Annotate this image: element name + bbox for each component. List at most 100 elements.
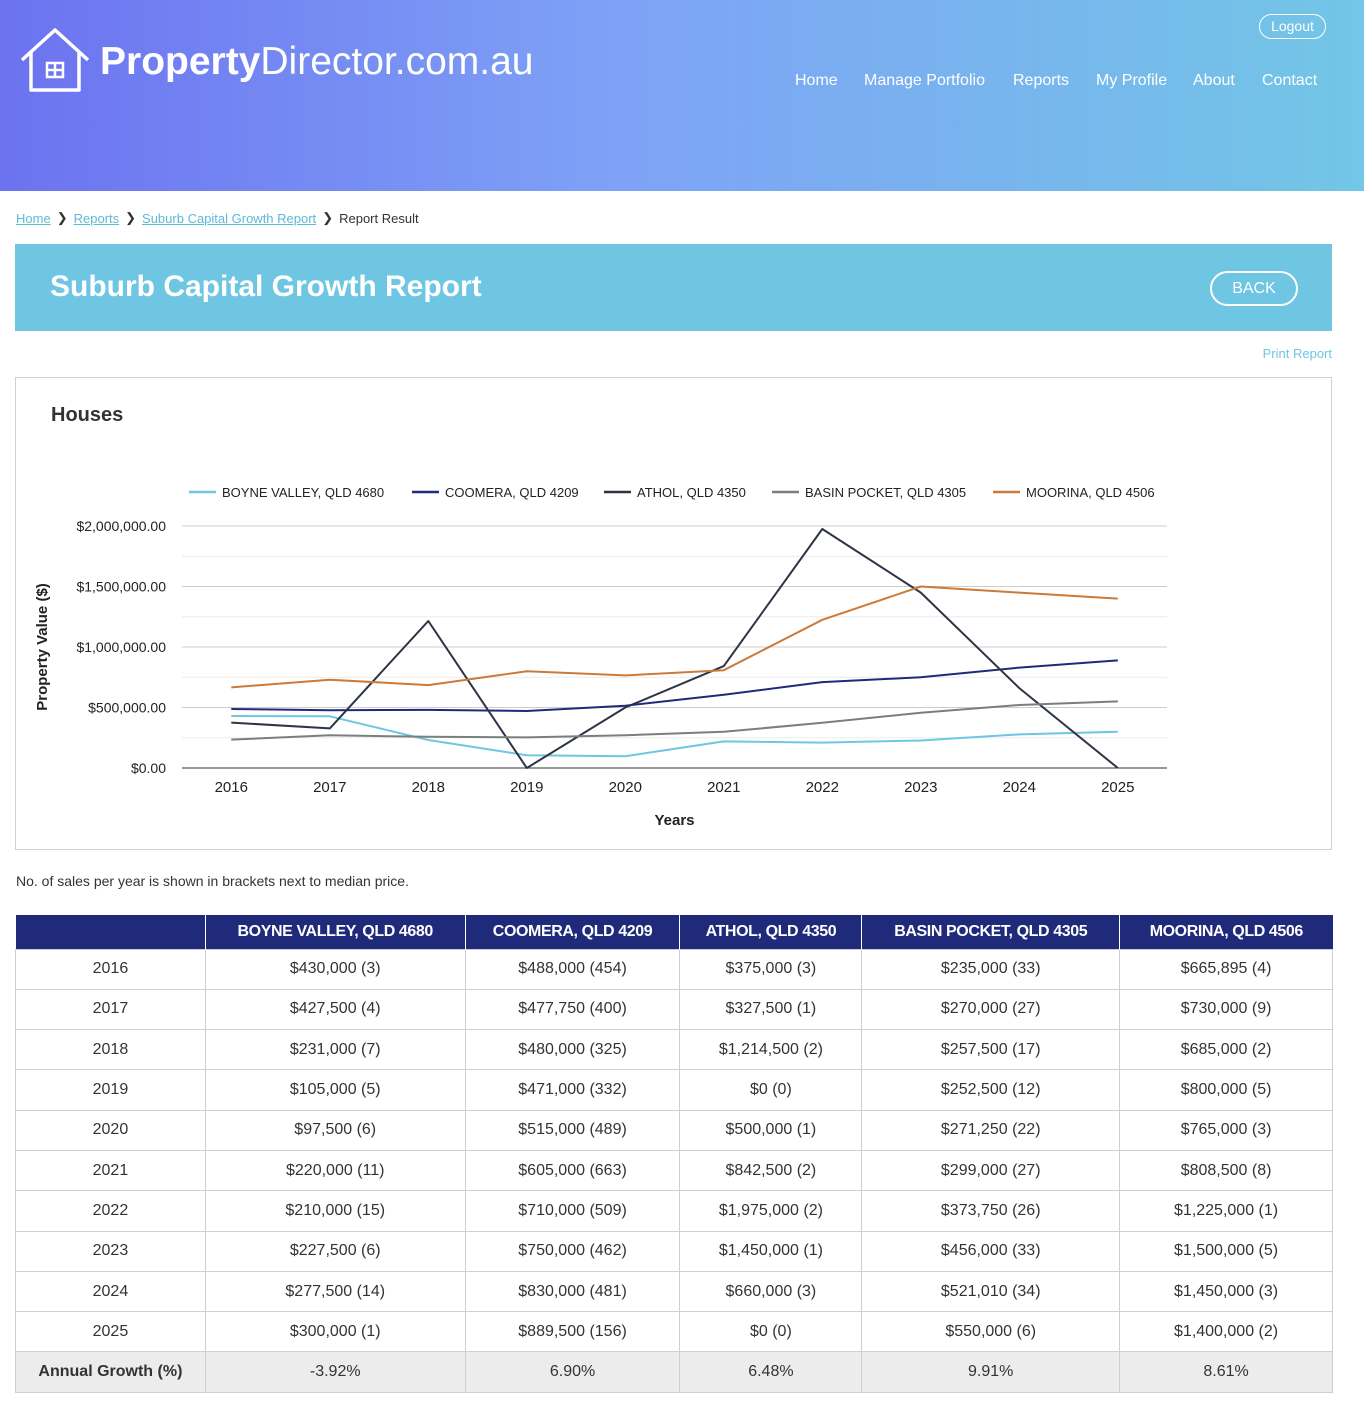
table-cell-value: $227,500 (6) xyxy=(204,1230,466,1272)
table-cell-value: $1,500,000 (5) xyxy=(1119,1230,1333,1272)
table-cell-value: $605,000 (663) xyxy=(464,1149,681,1192)
brand-name: PropertyDirector.com.au xyxy=(100,42,534,82)
table-cell-year: 2022 xyxy=(15,1190,206,1232)
y-tick-label: $1,500,000.00 xyxy=(76,579,166,595)
table-cell-value: $220,000 (11) xyxy=(204,1149,466,1192)
legend-item: BOYNE VALLEY, QLD 4680 xyxy=(222,485,384,500)
table-cell-value: $0 (0) xyxy=(679,1069,863,1111)
annual-growth-value: -3.92% xyxy=(204,1351,466,1393)
brand-name-rest: Director.com.au xyxy=(260,40,534,83)
sales-note: No. of sales per year is shown in bracke… xyxy=(16,873,409,889)
table-cell-value: $660,000 (3) xyxy=(679,1270,863,1313)
table-row: 2020 $97,500 (6) $515,000 (489) $500,000 (1… xyxy=(15,1109,1333,1151)
nav-item-my-profile[interactable]: My Profile xyxy=(1096,72,1168,89)
table-row: 2025 $300,000 (1) $889,500 (156) $0 (0) $550… xyxy=(15,1311,1333,1353)
table-cell-value: $471,000 (332) xyxy=(464,1069,681,1111)
nav-item-manage-portfolio[interactable]: Manage Portfolio xyxy=(864,72,985,89)
page-title: Suburb Capital Growth Report xyxy=(50,270,482,303)
table-cell-value: $300,000 (1) xyxy=(204,1311,466,1353)
section-title: Houses xyxy=(51,404,124,426)
chevron-right-icon: ❯ xyxy=(125,210,137,225)
annual-growth-value: 6.48% xyxy=(679,1351,863,1393)
table-cell-value: $477,750 (400) xyxy=(464,988,681,1031)
table-cell-value: $685,000 (2) xyxy=(1119,1029,1333,1071)
table-cell-year: 2020 xyxy=(15,1109,206,1151)
table-cell-value: $830,000 (481) xyxy=(464,1270,681,1313)
series-line xyxy=(231,585,1118,689)
logout-button[interactable]: Logout xyxy=(1259,14,1326,39)
growth-table: BOYNE VALLEY, QLD 4680 COOMERA, QLD 4209… xyxy=(15,915,1333,1393)
y-axis-label: Property Value ($) xyxy=(34,583,51,711)
series-line xyxy=(231,659,1118,712)
annual-growth-label: Annual Growth (%) xyxy=(15,1351,206,1393)
table-cell-year: 2017 xyxy=(15,988,206,1031)
table-cell-value: $1,214,500 (2) xyxy=(679,1029,863,1071)
table-cell-value: $521,010 (34) xyxy=(861,1270,1121,1313)
x-tick-label: 2022 xyxy=(806,779,839,796)
table-cell-value: $252,500 (12) xyxy=(861,1069,1121,1111)
main-nav: Home Manage Portfolio Reports My Profile… xyxy=(0,72,1364,92)
table-cell-value: $550,000 (6) xyxy=(861,1311,1121,1353)
table-row: 2016 $430,000 (3) $488,000 (454) $375,000 (… xyxy=(15,948,1333,990)
table-cell-year: 2023 xyxy=(15,1230,206,1272)
table-row: 2024 $277,500 (14) $830,000 (481) $660,000 … xyxy=(15,1270,1333,1313)
x-axis-label: Years xyxy=(654,812,694,829)
table-cell-value: $808,500 (8) xyxy=(1119,1149,1333,1192)
nav-item-contact[interactable]: Contact xyxy=(1262,72,1318,89)
y-tick-label: $500,000.00 xyxy=(88,700,166,716)
site-logo[interactable]: PropertyDirector.com.au xyxy=(20,26,534,94)
y-tick-label: $0.00 xyxy=(131,760,166,776)
table-header: ATHOL, QLD 4350 xyxy=(679,915,862,949)
annual-growth-value: 9.91% xyxy=(861,1351,1121,1393)
x-tick-label: 2017 xyxy=(313,779,346,796)
breadcrumb-home[interactable]: Home xyxy=(16,210,51,226)
legend-item: ATHOL, QLD 4350 xyxy=(637,485,746,500)
y-tick-label: $2,000,000.00 xyxy=(76,518,166,534)
annual-growth-value: 8.61% xyxy=(1119,1351,1333,1393)
table-cell-value: $456,000 (33) xyxy=(861,1230,1121,1272)
breadcrumb: Home ❯ Reports ❯ Suburb Capital Growth R… xyxy=(16,210,419,226)
table-row: 2023 $227,500 (6) $750,000 (462) $1,450,000… xyxy=(15,1230,1333,1272)
table-header: BASIN POCKET, QLD 4305 xyxy=(861,915,1120,949)
table-cell-value: $299,000 (27) xyxy=(861,1149,1121,1192)
table-cell-year: 2018 xyxy=(15,1029,206,1071)
legend-item: MOORINA, QLD 4506 xyxy=(1026,485,1155,500)
print-report-link[interactable]: Print Report xyxy=(1262,346,1332,361)
table-row-annual-growth: Annual Growth (%) -3.92% 6.90% 6.48% 9.91% 8.… xyxy=(15,1351,1333,1393)
table-cell-value: $427,500 (4) xyxy=(204,988,466,1031)
table-cell-value: $235,000 (33) xyxy=(861,948,1121,990)
table-cell-value: $1,450,000 (1) xyxy=(679,1230,863,1272)
nav-item-home[interactable]: Home xyxy=(795,72,838,89)
table-cell-year: 2025 xyxy=(15,1311,206,1353)
legend-item: COOMERA, QLD 4209 xyxy=(445,485,579,500)
breadcrumb-suburb-capital-growth-report[interactable]: Suburb Capital Growth Report xyxy=(142,210,317,226)
breadcrumb-reports[interactable]: Reports xyxy=(73,210,120,226)
table-cell-value: $327,500 (1) xyxy=(679,988,863,1031)
table-header: MOORINA, QLD 4506 xyxy=(1119,915,1333,949)
series-line xyxy=(231,700,1118,741)
y-tick-label: $1,000,000.00 xyxy=(76,639,166,655)
x-tick-label: 2025 xyxy=(1101,779,1134,796)
table-cell-value: $730,000 (9) xyxy=(1119,988,1333,1031)
x-tick-label: 2018 xyxy=(412,779,445,796)
table-cell-year: 2024 xyxy=(15,1270,206,1313)
table-row: 2018 $231,000 (7) $480,000 (325) $1,214,500… xyxy=(15,1029,1333,1071)
table-row: 2021 $220,000 (11) $605,000 (663) $842,500 … xyxy=(15,1149,1333,1192)
back-button[interactable]: BACK xyxy=(1210,271,1298,306)
table-cell-value: $271,250 (22) xyxy=(861,1109,1121,1151)
brand-name-bold: Property xyxy=(100,40,261,83)
table-cell-value: $889,500 (156) xyxy=(464,1311,681,1353)
nav-item-about[interactable]: About xyxy=(1193,72,1235,89)
table-cell-year: 2021 xyxy=(15,1149,206,1192)
table-cell-value: $1,975,000 (2) xyxy=(679,1190,863,1232)
table-cell-value: $231,000 (7) xyxy=(204,1029,466,1071)
series-line xyxy=(231,715,1118,758)
table-cell-value: $257,500 (17) xyxy=(861,1029,1121,1071)
table-row: 2022 $210,000 (15) $710,000 (509) $1,975,00… xyxy=(15,1190,1333,1232)
table-header xyxy=(15,915,206,949)
nav-item-reports[interactable]: Reports xyxy=(1013,72,1070,89)
table-cell-value: $430,000 (3) xyxy=(204,948,466,990)
x-tick-label: 2019 xyxy=(510,779,543,796)
report-title-bar: Suburb Capital Growth Report BACK xyxy=(15,244,1332,331)
x-tick-label: 2021 xyxy=(707,779,740,796)
